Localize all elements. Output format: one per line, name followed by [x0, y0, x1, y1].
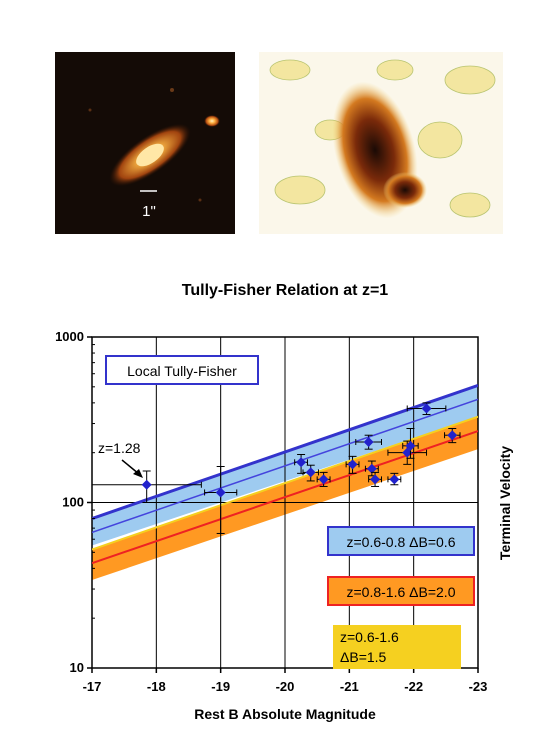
x-axis-label: Rest B Absolute Magnitude	[194, 706, 376, 722]
data-point	[316, 471, 331, 487]
x-tick-label: -23	[469, 679, 488, 694]
data-point	[364, 460, 379, 477]
data-point	[444, 427, 461, 444]
data-point	[355, 434, 382, 450]
annotation-z128: z=1.28	[98, 440, 143, 478]
x-tick-label: -21	[340, 679, 359, 694]
legend-local: Local Tully-Fisher	[105, 355, 259, 385]
x-tick-label: -18	[147, 679, 166, 694]
plot-area: -17 -18 -19 -20 -21 -22 -23 10 100 1000	[55, 329, 487, 694]
diamond-marker	[305, 467, 316, 478]
y-tick-label: 1000	[55, 329, 84, 344]
blue-line	[92, 398, 478, 534]
y-tick-label: 10	[70, 660, 84, 675]
x-tick-label: -20	[276, 679, 295, 694]
legend-yellow: z=0.6-1.6 ΔB=1.5	[333, 625, 461, 669]
intensity-map	[259, 52, 503, 234]
data-point	[294, 453, 309, 474]
data-point	[368, 471, 382, 487]
local-tully-fisher-line	[92, 383, 478, 520]
diamond-marker	[447, 430, 458, 441]
data-point	[204, 466, 238, 534]
annotation-arrow-icon	[133, 469, 143, 478]
legend-yellow-label-2: ΔB=1.5	[340, 649, 387, 665]
data-point	[387, 472, 402, 486]
x-tick-label: -17	[83, 679, 102, 694]
x-tick-label: -22	[404, 679, 423, 694]
yellow-line	[92, 415, 478, 551]
data-point	[345, 455, 360, 474]
diamond-marker	[370, 474, 381, 485]
legend-red-label: z=0.8-1.6 ΔB=2.0	[347, 584, 456, 600]
data-point	[91, 470, 202, 503]
diamond-marker	[366, 463, 377, 474]
diamond-marker	[215, 487, 226, 498]
legend-local-label: Local Tully-Fisher	[127, 363, 237, 379]
legend-yellow-label-1: z=0.6-1.6	[340, 629, 399, 645]
y-axis-label: Terminal Velocity	[497, 446, 513, 560]
diamond-marker	[296, 457, 307, 468]
data-point	[406, 402, 447, 416]
diamond-marker	[402, 447, 413, 458]
chart-title: Tully-Fisher Relation at z=1	[182, 282, 389, 299]
diamond-marker	[347, 459, 358, 470]
data-point	[387, 440, 428, 465]
diamond-marker	[363, 437, 374, 448]
x-tick-label: -19	[211, 679, 230, 694]
diamond-marker	[389, 474, 400, 485]
data-point	[302, 464, 319, 482]
legend-blue-label: z=0.6-0.8 ΔB=0.6	[347, 534, 456, 550]
legend-blue: z=0.6-0.8 ΔB=0.6	[327, 526, 475, 556]
diamond-marker	[421, 403, 432, 414]
annotation-label: z=1.28	[98, 440, 141, 456]
diamond-marker	[141, 479, 152, 490]
legend-red: z=0.8-1.6 ΔB=2.0	[327, 576, 475, 606]
galaxy-photo: 1"	[55, 52, 235, 234]
data-point	[402, 427, 419, 459]
diamond-marker	[318, 474, 329, 485]
diamond-marker	[405, 440, 416, 451]
scale-bar-label: 1"	[142, 203, 156, 220]
y-tick-label: 100	[62, 495, 84, 510]
